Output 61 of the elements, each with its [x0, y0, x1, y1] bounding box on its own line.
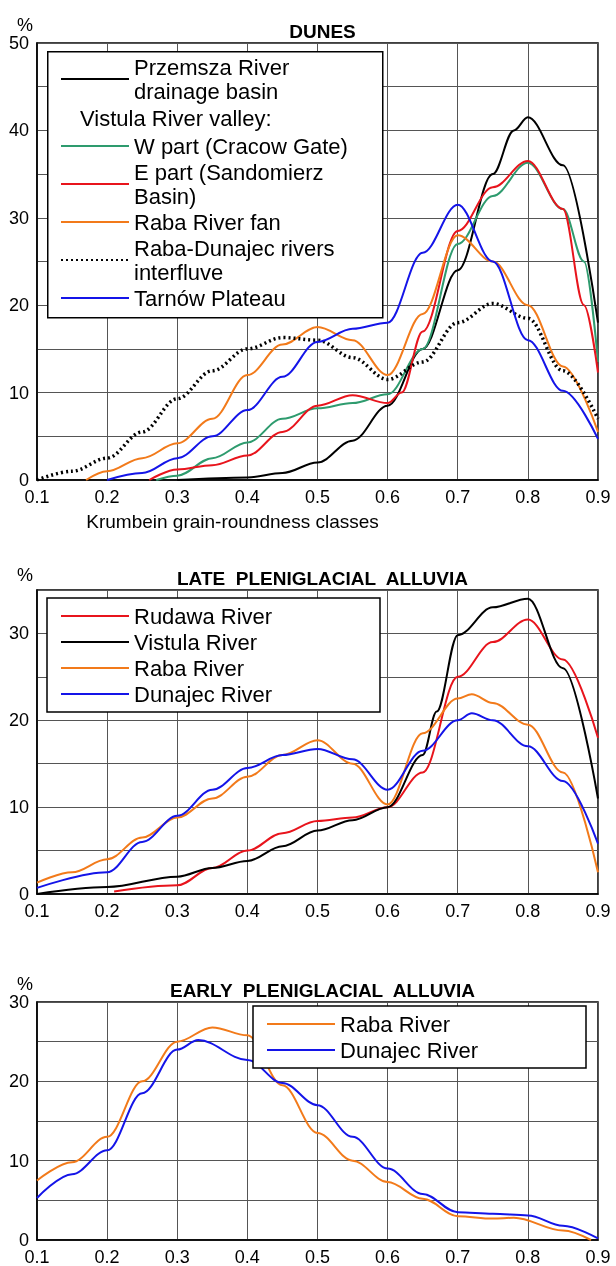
x-tick-label: 0.1	[24, 487, 50, 507]
x-tick-label: 0.4	[234, 1247, 260, 1266]
x-tick-label: 0.9	[585, 901, 611, 921]
y-axis-title: %	[16, 974, 33, 995]
legend-label: Dunajec River	[134, 681, 273, 707]
y-tick-label: 10	[8, 797, 29, 818]
legend-label: Tarnów Plateau	[134, 285, 286, 311]
y-tick-label: 20	[8, 1071, 29, 1092]
y-tick-label: 10	[8, 1150, 29, 1171]
y-tick-label: 0	[18, 1230, 29, 1250]
x-tick-label: 0.3	[164, 901, 190, 921]
legend-label: Rudawa River	[134, 603, 273, 629]
y-tick-label: 30	[8, 992, 29, 1012]
x-tick-label: 0.8	[515, 487, 541, 507]
legend-label: E part (Sandomierz Basin)	[134, 159, 330, 209]
x-tick-label: 0.5	[304, 1247, 331, 1266]
chart-title: DUNES	[289, 21, 356, 42]
x-tick-label: 0.7	[445, 901, 471, 921]
legend-label: Raba-Dunajec rivers interfluve	[134, 235, 341, 285]
legend-label: Raba River	[134, 655, 245, 681]
x-tick-label: 0.2	[94, 901, 120, 921]
x-tick-label: 0.9	[585, 487, 611, 507]
x-tick-label: 0.9	[585, 1247, 611, 1266]
x-tick-label: 0.5	[304, 487, 331, 507]
x-tick-label: 0.4	[234, 487, 260, 507]
y-tick-label: 50	[8, 33, 29, 53]
x-tick-label: 0.8	[515, 901, 541, 921]
y-tick-label: 30	[8, 623, 29, 644]
legend-label: Przemsza River drainage basin	[134, 54, 296, 104]
x-tick-label: 0.6	[375, 901, 401, 921]
y-tick-label: 0	[18, 470, 29, 490]
y-tick-label: 20	[8, 710, 29, 731]
x-tick-label: 0.7	[445, 1247, 471, 1266]
y-tick-label: 40	[8, 120, 29, 141]
y-tick-label: 0	[18, 884, 29, 904]
x-tick-label: 0.2	[94, 487, 120, 507]
legend-label: W part (Cracow Gate)	[134, 133, 348, 159]
x-tick-label: 0.1	[24, 1247, 50, 1266]
y-tick-label: 30	[8, 207, 29, 228]
x-tick-label: 0.8	[515, 1247, 541, 1266]
x-axis-title: Krumbein grain-roundness classes	[86, 511, 379, 532]
legend-label: Raba River fan	[134, 209, 281, 235]
x-tick-label: 0.3	[164, 487, 190, 507]
x-tick-label: 0.6	[375, 1247, 401, 1266]
x-tick-label: 0.4	[234, 901, 260, 921]
y-axis-title: %	[16, 15, 33, 36]
y-tick-label: 10	[8, 382, 29, 403]
y-tick-label: 20	[8, 295, 29, 316]
x-tick-label: 0.3	[164, 1247, 190, 1266]
legend-title: Vistula River valley:	[80, 105, 272, 131]
x-tick-label: 0.5	[304, 901, 331, 921]
legend-label: Dunajec River	[340, 1037, 479, 1063]
legend-label: Vistula River	[134, 629, 258, 655]
x-tick-label: 0.6	[375, 487, 401, 507]
chart-title: EARLY PLENIGLACIAL ALLUVIA	[169, 980, 476, 1001]
x-tick-label: 0.1	[24, 901, 50, 921]
legend-label: Raba River	[340, 1011, 451, 1037]
y-axis-title: %	[16, 565, 33, 585]
chart-title: LATE PLENIGLACIAL ALLUVIA	[177, 568, 469, 589]
x-tick-label: 0.2	[94, 1247, 120, 1266]
x-tick-label: 0.7	[445, 487, 471, 507]
